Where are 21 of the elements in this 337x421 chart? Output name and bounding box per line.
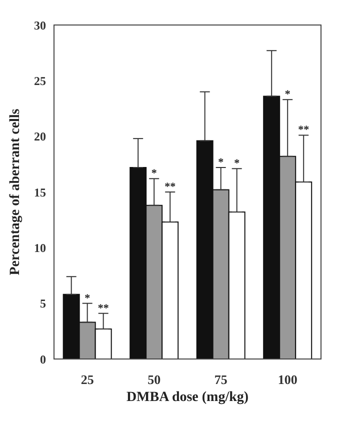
annotation: *	[218, 156, 224, 169]
y-tick-label: 15	[34, 185, 46, 200]
annotation: *	[234, 158, 240, 170]
x-tick-label: 75	[214, 372, 228, 388]
y-tick-label: 0	[40, 352, 46, 366]
y-tick-label: 10	[34, 240, 46, 255]
x-tick-label: 25	[80, 372, 94, 388]
x-tick-label: 50	[148, 372, 161, 388]
annotation: **	[298, 124, 310, 136]
annotation: *	[284, 88, 291, 101]
x-tick-label: 100	[278, 372, 298, 388]
y-tick-label: 5	[40, 296, 46, 311]
y-tick-label: 20	[34, 130, 46, 144]
y-axis-title: Percentage of aberrant cells	[8, 108, 23, 276]
annotation: *	[84, 292, 91, 304]
annotation: **	[98, 302, 110, 314]
y-tick-label: 30	[34, 18, 46, 32]
annotation: *	[151, 168, 158, 180]
annotation: **	[164, 181, 176, 193]
y-tick-label: 25	[34, 74, 46, 88]
x-axis-title: DMBA dose (mg/kg)	[126, 390, 249, 405]
